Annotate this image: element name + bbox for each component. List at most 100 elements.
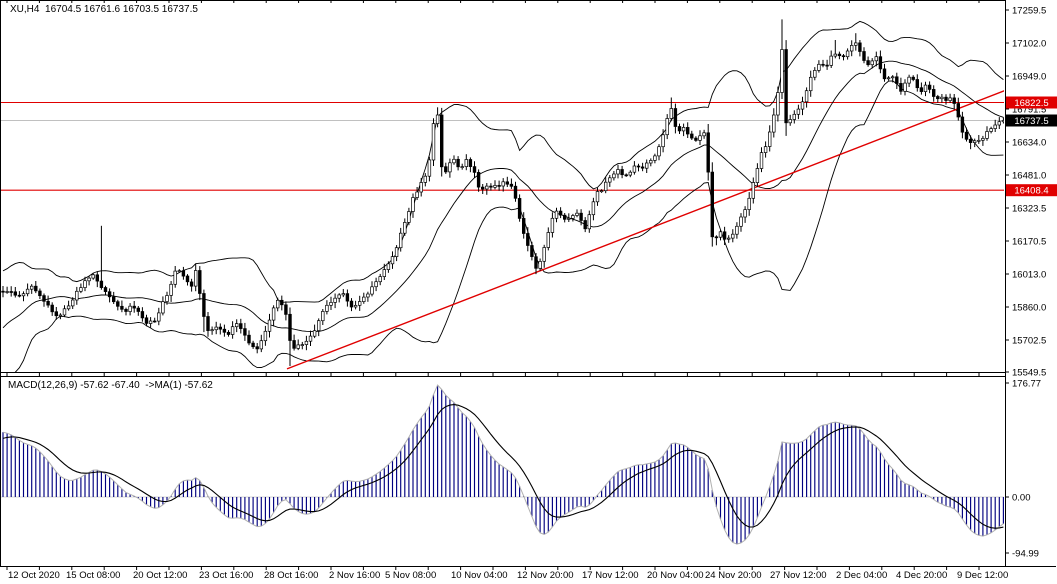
candle-body (915, 79, 920, 89)
macd-indicator-label: MACD(12,26,9) -57.62 -67.40 ->MA(1) -57.… (8, 380, 213, 391)
price-axis-label: 16323.5 (1012, 204, 1046, 215)
candle-body (677, 126, 682, 132)
candle-body (780, 49, 784, 93)
candle-body (148, 320, 153, 324)
candle-body (673, 108, 678, 127)
candle-body (628, 171, 633, 176)
candle-body (83, 280, 87, 288)
time-axis-label: 15 Oct 08:00 (66, 570, 120, 581)
candle-body (517, 198, 522, 219)
candle-body (968, 138, 973, 143)
candle-body (333, 297, 337, 303)
price-axis-label: 17102.0 (1012, 39, 1046, 50)
candle-body (399, 232, 403, 249)
candle-body (440, 114, 444, 168)
candle-body (509, 183, 514, 187)
candle-body (312, 330, 317, 337)
candle-body (550, 217, 555, 233)
candle-body (485, 185, 489, 190)
candle-body (899, 83, 903, 92)
candle-body (534, 256, 538, 269)
macd-line-outline (2, 384, 1004, 545)
candle-body (685, 127, 690, 135)
candle-body (341, 293, 346, 296)
candle-body (136, 307, 140, 312)
candle-body (579, 212, 583, 221)
macd-axis-label: 176.77 (1012, 379, 1041, 390)
candle-body (567, 218, 571, 220)
candle-body (448, 162, 452, 173)
candle-body (54, 311, 59, 317)
candle-body (62, 308, 67, 316)
candle-body (796, 108, 801, 115)
candle-body (460, 166, 464, 168)
candle-body (505, 181, 510, 185)
candle-body (144, 317, 149, 324)
candle-body (411, 197, 415, 212)
candle-body (353, 305, 358, 308)
time-axis-label: 23 Oct 16:00 (199, 570, 253, 581)
bollinger-middle-band (2, 60, 1004, 333)
candle-body (378, 276, 382, 283)
time-axis-label: 20 Oct 12:00 (133, 570, 187, 581)
candle-body (362, 296, 366, 302)
candle-body (792, 113, 797, 120)
candle-body (911, 76, 915, 80)
candles-layer (1, 19, 1004, 366)
candle-body (230, 326, 235, 335)
candle-body (181, 270, 186, 277)
support-badge: 16408.4 (1006, 184, 1057, 197)
candle-body (226, 331, 231, 335)
candle-body (259, 340, 264, 350)
price-axis-label: 15860.0 (1012, 303, 1046, 314)
resistance-badge-bg (1006, 96, 1057, 109)
macd-signal-line (2, 404, 1004, 529)
candle-body (640, 166, 645, 169)
candle-body (423, 175, 428, 183)
candle-body (70, 299, 75, 307)
candle-body (366, 293, 370, 298)
candle-body (747, 197, 751, 210)
macd-histogram (2, 385, 1004, 545)
candle-body (808, 76, 813, 92)
candle-body (726, 237, 731, 240)
candle-body (497, 185, 501, 187)
candle-body (50, 304, 54, 313)
candle-body (17, 294, 22, 297)
candle-body (591, 201, 596, 216)
candle-body (849, 45, 854, 52)
candle-body (493, 185, 497, 188)
candle-body (456, 158, 460, 168)
candle-body (907, 76, 911, 84)
candle-body (698, 135, 702, 141)
candle-body (390, 256, 395, 265)
price-axis-label: 16013.0 (1012, 270, 1046, 281)
candle-body (296, 344, 300, 349)
candle-body (554, 210, 559, 219)
candle-body (382, 269, 387, 277)
candle-body (321, 311, 325, 322)
candle-body (964, 131, 969, 140)
price-axis-label: 16170.5 (1012, 237, 1046, 248)
candle-body (25, 288, 30, 295)
candle-body (669, 108, 674, 119)
candle-body (874, 56, 879, 62)
candle-body (620, 169, 624, 176)
candle-body (825, 64, 829, 67)
candle-body (1, 290, 5, 293)
macd-axis-label: -94.99 (1012, 549, 1039, 560)
candle-body (923, 84, 928, 92)
candle-body (13, 291, 17, 296)
candle-body (202, 293, 206, 317)
candle-body (751, 182, 756, 199)
candle-body (427, 159, 432, 177)
candle-body (616, 169, 620, 175)
candle-body (99, 280, 104, 288)
candle-body (198, 270, 202, 294)
candle-body (95, 274, 99, 282)
candle-body (370, 286, 374, 295)
candle-body (624, 174, 628, 177)
macd-axis-label: 0.00 (1012, 493, 1031, 504)
candle-body (263, 330, 268, 342)
